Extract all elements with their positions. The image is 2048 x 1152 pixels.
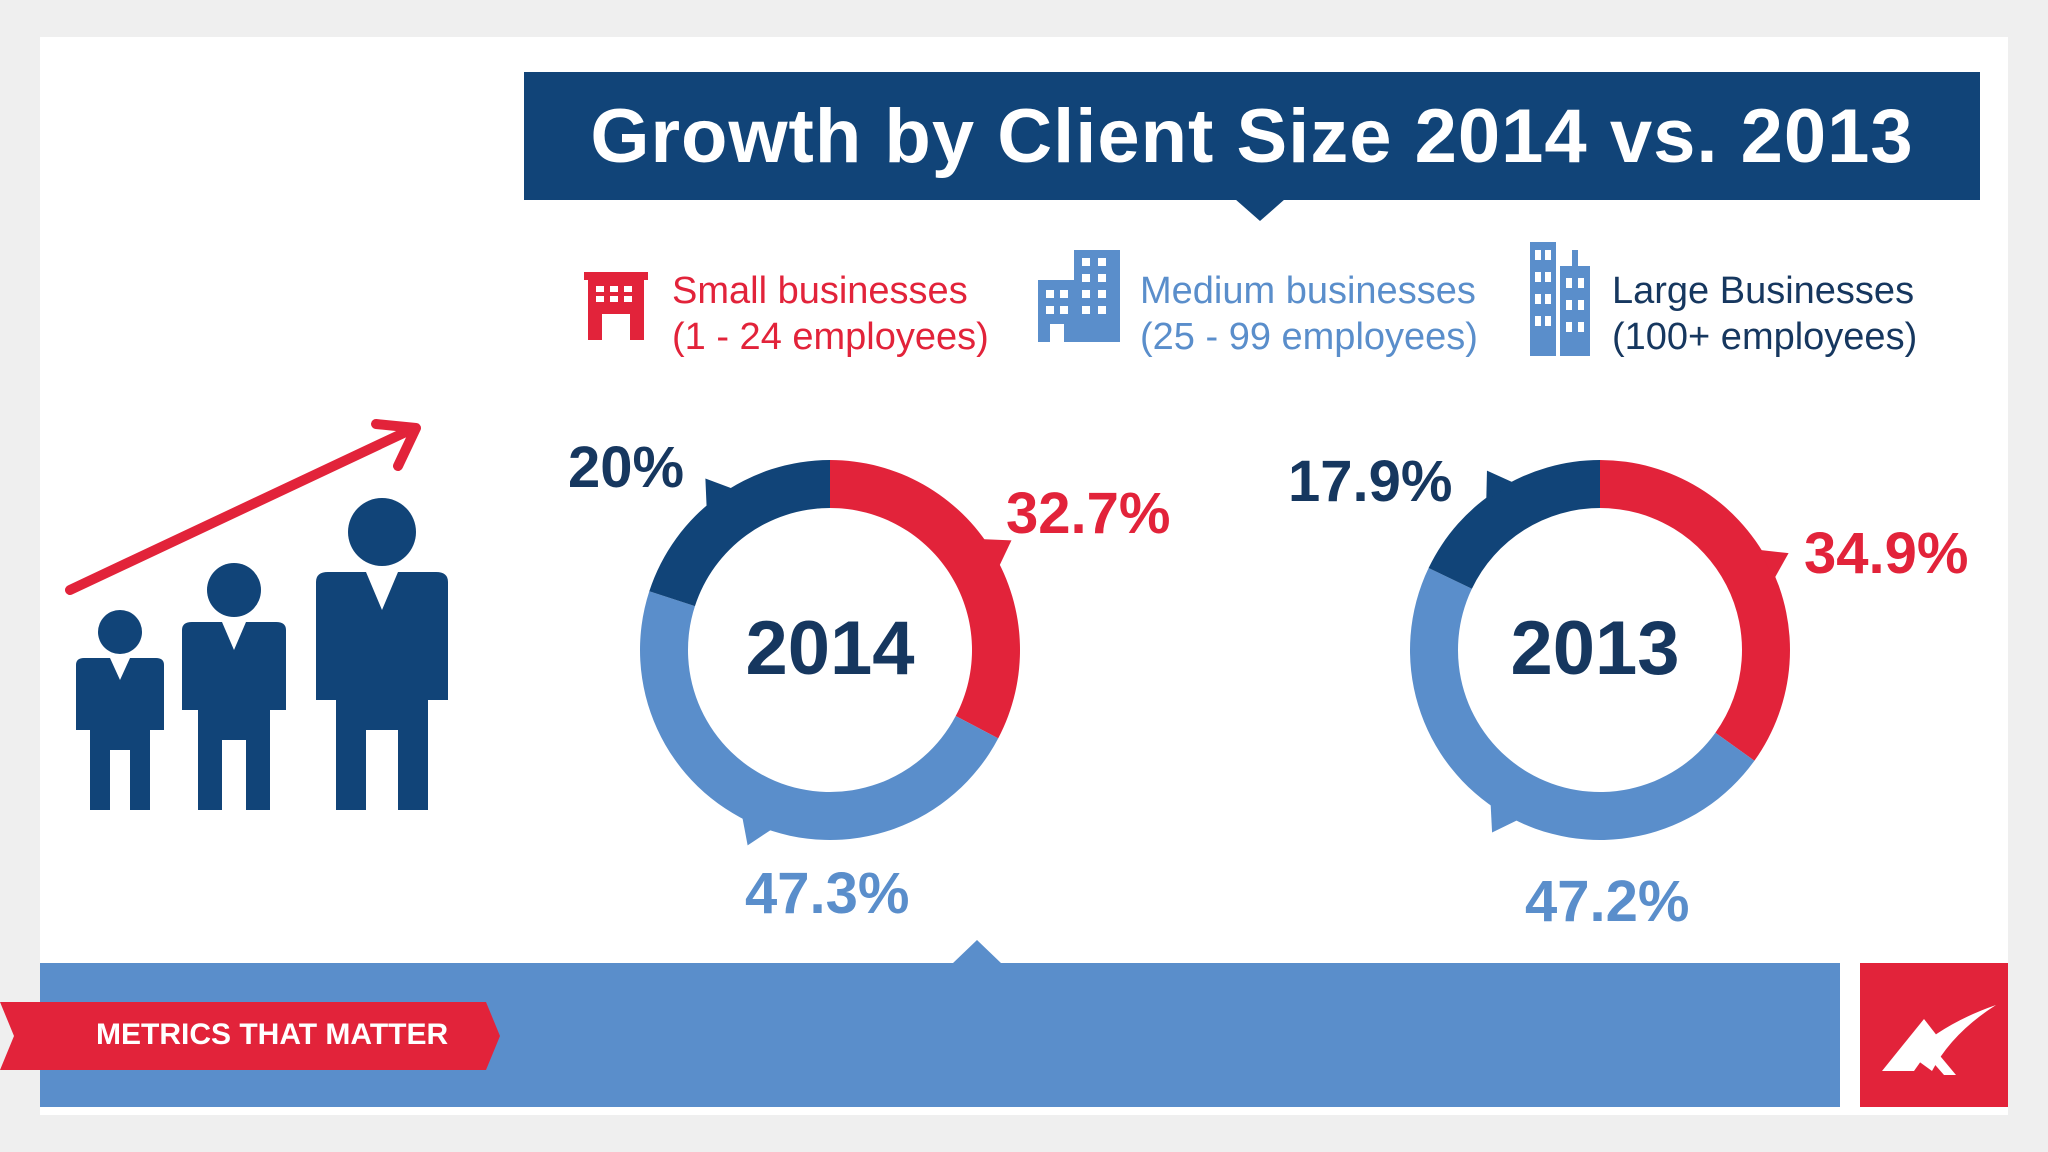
donut-chart-2013: [1410, 460, 1790, 840]
donut-2014-pointer-medium: [742, 816, 773, 846]
label-2013-medium: 47.2%: [1525, 869, 1690, 934]
medium-building-icon: [1038, 250, 1120, 342]
donut-2014-pointer-large: [705, 478, 734, 509]
metrics-tag-shape: [0, 1002, 500, 1070]
legend-medium: Medium businesses (25 - 99 employees): [1036, 232, 1496, 372]
legend-large: Large Businesses (100+ employees): [1526, 232, 1956, 372]
label-2014-medium: 47.3%: [745, 861, 910, 926]
legend-medium-label: Medium businesses: [1140, 270, 1476, 312]
legend-small-label: Small businesses: [672, 270, 968, 312]
legend-medium-sub: (25 - 99 employees): [1140, 316, 1478, 358]
label-2014-small: 32.7%: [1006, 481, 1171, 546]
donut-2014-segment-large: [649, 460, 830, 607]
brand-logo: [1860, 963, 2008, 1107]
page-title: Growth by Client Size 2014 vs. 2013: [524, 72, 1980, 200]
legend-small: Small businesses (1 - 24 employees): [580, 232, 1000, 372]
donut-2013-segment-small: [1600, 460, 1790, 761]
donut-2013-pointer-medium: [1490, 802, 1519, 833]
donut-center-2013: 2013: [1510, 606, 1680, 691]
brand-logo-icon: [1882, 1005, 1996, 1075]
donut-2014-pointer-small: [981, 539, 1012, 568]
donut-2014-segment-small: [830, 460, 1020, 739]
band-pointer: [952, 940, 1002, 964]
small-building-icon: [584, 272, 648, 340]
legend-large-label: Large Businesses: [1612, 270, 1915, 312]
legend-small-sub: (1 - 24 employees): [672, 316, 989, 358]
legend-large-sub: (100+ employees): [1612, 316, 1918, 358]
large-building-icon: [1530, 242, 1590, 356]
donut-2013-pointer-large: [1486, 470, 1515, 501]
donut-2013-pointer-small: [1759, 549, 1789, 580]
metrics-tag-label: METRICS THAT MATTER: [96, 1018, 449, 1051]
label-2014-large: 20%: [568, 435, 685, 500]
donut-2014-segment-medium: [639, 591, 999, 841]
title-pointer: [1235, 199, 1285, 221]
title-text: Growth by Client Size 2014 vs. 2013: [590, 93, 1914, 179]
growth-people-icon: [65, 419, 448, 810]
label-2013-large: 17.9%: [1288, 449, 1453, 514]
donut-2013-segment-medium: [1410, 568, 1755, 840]
donut-2013-segment-large: [1428, 460, 1600, 589]
donut-center-2014: 2014: [745, 606, 915, 691]
label-2013-small: 34.9%: [1804, 521, 1969, 586]
donut-chart-2014: [639, 460, 1020, 846]
